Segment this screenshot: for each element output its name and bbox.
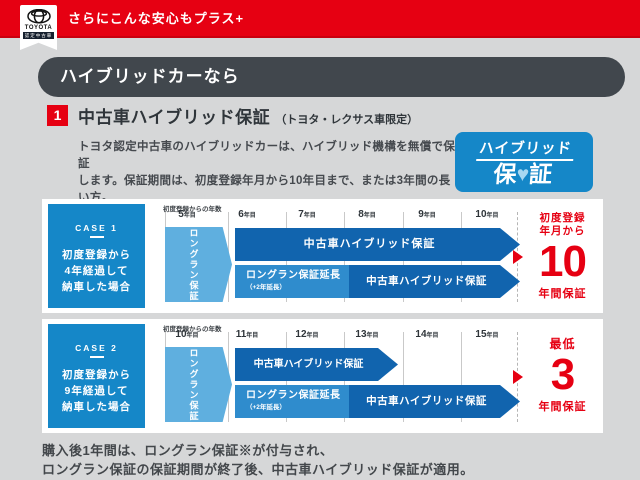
year-label: 10年目 [475,209,499,220]
timeline-tick [461,332,462,422]
section-title: 中古車ハイブリッド保証 （トヨタ・レクサス車限定） [78,103,418,128]
year-label: 15年目 [475,329,499,340]
case2-condition-box: CASE 2 初度登録から 9年経過して 納車した場合 [48,324,145,428]
case2-hybrid-warranty-bottom-arrow: 中古車ハイブリッド保証 [349,385,520,418]
case1-label: CASE 1 [75,223,118,233]
case1-hybrid-warranty-top-arrow: 中古車ハイブリッド保証 [235,228,520,261]
extension-label: ロングラン保証延長 [246,270,341,281]
case2-condition-line: 初度登録から [62,369,131,381]
toyota-certified-logo: TOYOTA 認定中古車 [20,5,57,50]
year-label: 6年目 [238,209,256,220]
badge-kanji-left: 保 [492,160,519,187]
certified-used-car-label: 認定中古車 [23,32,54,39]
result-prefix: 年月から [539,224,586,237]
year-label: 11年目 [235,329,259,340]
year-label: 10年目 [175,329,199,340]
case2-hybrid-warranty-top-arrow: 中古車ハイブリッド保証 [235,348,398,381]
case2-condition-line: 9年経過して [64,385,129,397]
description-line: トヨタ認定中古車のハイブリッドカーは、ハイブリッド機構を無償で保証 [78,141,456,170]
year-label: 12年目 [295,329,319,340]
brand-tagline: さらにこんな安心もプラス+ [68,11,245,26]
case2-longrun-arrow: ロングラン保証 [165,347,232,422]
case-label-underline [89,236,104,238]
extension-label: ロングラン保証延長 [246,390,341,401]
case1-condition-line: 納車した場合 [62,281,131,293]
extension-note: （+2年延長） [246,284,286,291]
badge-kanji-right: 証 [527,160,554,187]
case1-condition-line: 4年経過して [64,265,129,277]
case2-result: 最低 3 年間保証 [522,319,603,433]
year-label: 13年目 [355,329,379,340]
year-label: 9年目 [418,209,436,220]
year-label: 5年目 [178,209,196,220]
result-number: 10 [539,236,587,286]
section-title-note: （トヨタ・レクサス車限定） [275,114,419,126]
result-suffix: 年間保証 [538,287,587,300]
result-prefix: 最低 [549,337,576,351]
case1-panel: CASE 1 初度登録から 4年経過して 納車した場合 初度登録からの年数 5年… [42,199,603,313]
case-label-underline [89,356,104,358]
case1-condition-line: 初度登録から [62,249,131,261]
extension-note: （+2年延長） [246,404,286,411]
result-prefix: 初度登録 [539,211,586,224]
result-number: 3 [550,350,576,399]
year-label: 7年目 [298,209,316,220]
footer-line1: 購入後1年間は、ロングラン保証※が付与され、 [42,443,334,458]
footer-line2: ロングラン保証の保証期間が終了後、中古車ハイブリッド保証が適用。 [42,462,474,477]
badge-line2: 保♥証 [473,161,572,188]
section-number-badge: 1 [47,105,68,126]
result-pointer-icon [513,370,523,384]
case1-axis-title: 初度登録からの年数 [163,206,222,213]
case1-condition-box: CASE 1 初度登録から 4年経過して 納車した場合 [48,204,145,308]
toyota-emblem-icon [26,9,51,24]
hybrid-warranty-badge: ハイブリッド 保♥証 [455,132,593,192]
case1-result: 初度登録 年月から 10 年間保証 [522,199,603,313]
top-brand-bar: さらにこんな安心もプラス+ [0,0,640,38]
case2-condition-line: 納車した場合 [62,401,131,413]
case1-hybrid-warranty-bottom-arrow: 中古車ハイブリッド保証 [349,265,520,298]
result-pointer-icon [513,250,523,264]
year-label: 14年目 [415,329,439,340]
section-title-text: 中古車ハイブリッド保証 [78,108,271,127]
case2-panel: CASE 2 初度登録から 9年経過して 納車した場合 初度登録からの年数 10… [42,319,603,433]
result-suffix: 年間保証 [538,401,587,413]
section-header: ハイブリッドカーなら [38,57,625,97]
case2-label: CASE 2 [75,343,118,353]
badge-line1: ハイブリッド [475,136,575,161]
case2-axis-title: 初度登録からの年数 [163,326,222,333]
case1-longrun-arrow: ロングラン保証 [165,227,232,302]
timeline-tick [403,332,404,422]
year-label: 8年目 [358,209,376,220]
toyota-wordmark: TOYOTA [24,25,53,31]
footer-note: 購入後1年間は、ロングラン保証※が付与され、 ロングラン保証の保証期間が終了後、… [42,441,474,479]
hybrid-warranty-badge-text: ハイブリッド 保♥証 [473,136,575,188]
